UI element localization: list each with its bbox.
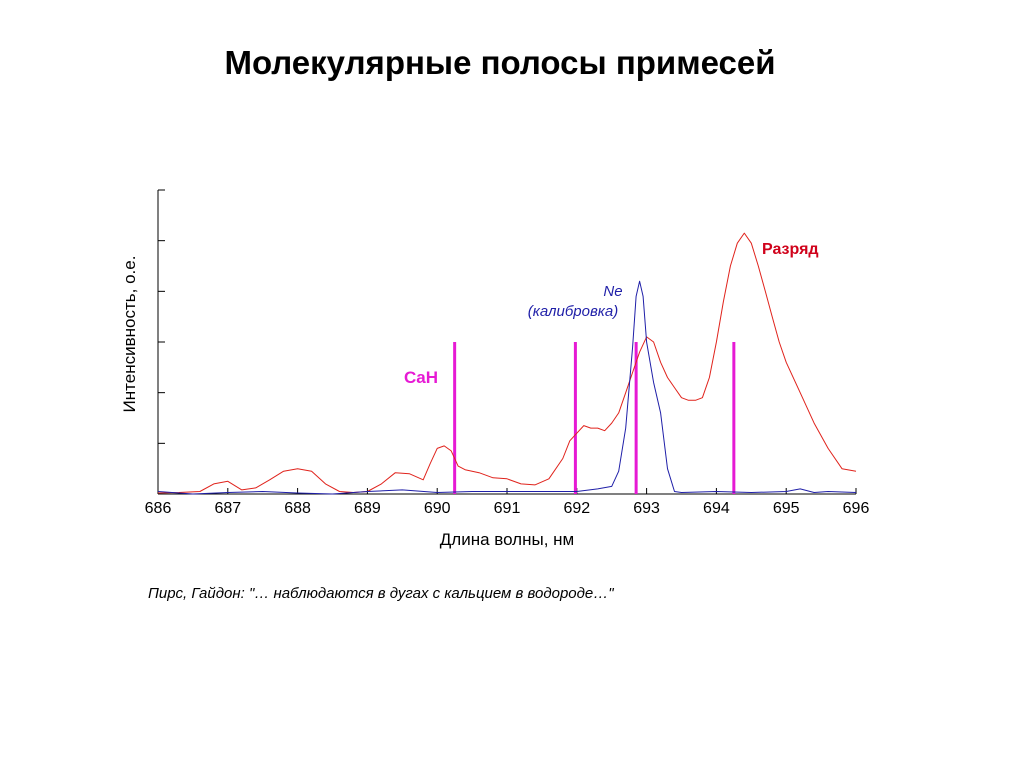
x-axis: 686 687 688 689 690 691 692 693 694 695 696 Длина в… [145, 488, 870, 549]
x-tick-label: 686 [145, 500, 172, 517]
x-tick-label: 690 [424, 500, 451, 517]
x-tick-label: 689 [354, 500, 381, 517]
discharge-series-label: Разряд [762, 241, 819, 258]
series-lines [157, 232, 857, 495]
y-axis: Интенсивность, о.е. [120, 189, 165, 495]
neon-series-label: Ne [603, 283, 622, 300]
x-tick-label: 692 [563, 500, 590, 517]
cah-marker-lines [453, 342, 736, 494]
citation: Пирс, Гайдон: "… наблюдаются в дугах с к… [148, 585, 614, 602]
x-axis-label: Длина волны, нм [440, 530, 574, 549]
x-tick-label: 696 [843, 500, 870, 517]
discharge-series-line [157, 232, 857, 494]
x-tick-label: 687 [214, 500, 241, 517]
x-tick-label: 695 [773, 500, 800, 517]
x-tick-label: 691 [494, 500, 521, 517]
x-tick-label: 694 [703, 500, 730, 517]
cah-marker-label: CaH [404, 368, 438, 387]
y-axis-label: Интенсивность, о.е. [120, 256, 139, 413]
neon-series-line [157, 280, 857, 495]
x-tick-label: 688 [284, 500, 311, 517]
neon-series-label-subtitle: (калибровка) [528, 303, 618, 320]
x-tick-label: 693 [633, 500, 660, 517]
chart-labels: Разряд Ne (калибровка) CaH [404, 241, 819, 387]
slide-title: Молекулярные полосы примесей [224, 44, 776, 81]
